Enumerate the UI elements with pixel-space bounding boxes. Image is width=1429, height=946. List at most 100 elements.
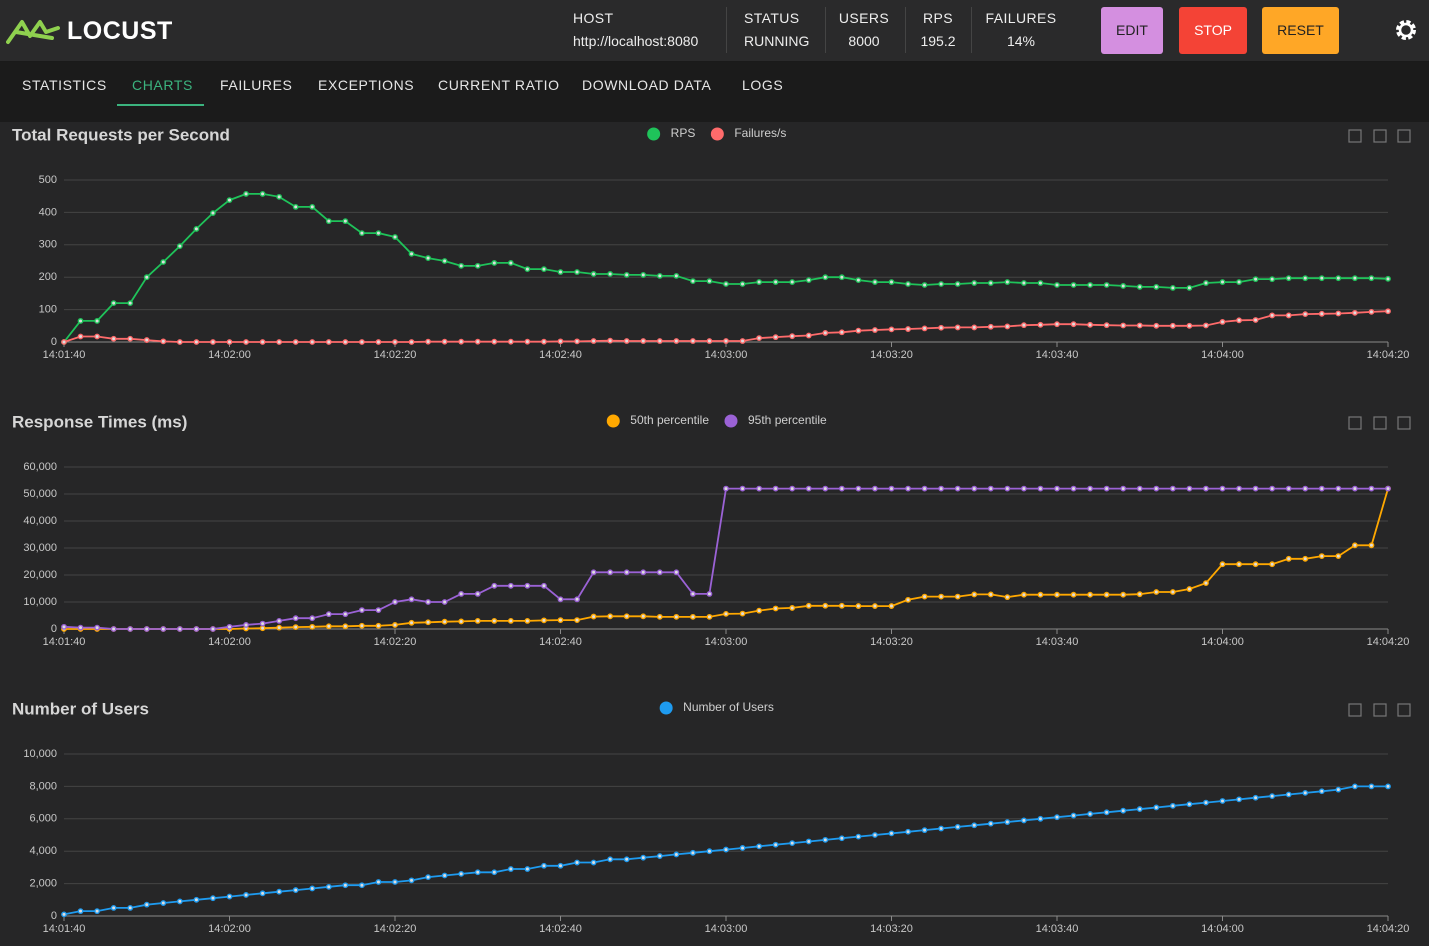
- data-point: [673, 273, 680, 279]
- data-point: [838, 835, 845, 842]
- data-point: [1219, 798, 1226, 804]
- data-point: [590, 859, 597, 866]
- data-point: [607, 271, 614, 277]
- data-point: [557, 862, 564, 869]
- data-point: [590, 569, 597, 576]
- data-point: [1087, 811, 1094, 817]
- data-point: [243, 339, 249, 345]
- toolbox-icon[interactable]: [1373, 416, 1387, 430]
- settings-icon[interactable]: [1393, 17, 1419, 43]
- x-tick-label: 14:02:00: [208, 636, 251, 648]
- data-point: [1318, 788, 1325, 795]
- data-point: [1153, 485, 1160, 492]
- x-tick-label: 14:04:20: [1367, 923, 1410, 935]
- x-tick-label: 14:04:00: [1201, 923, 1244, 935]
- data-point: [1037, 815, 1044, 822]
- stat: RPS 195.2: [913, 10, 963, 49]
- data-point: [805, 485, 812, 492]
- toolbox-icon[interactable]: [1397, 703, 1411, 717]
- data-point: [110, 335, 117, 342]
- data-point: [342, 218, 349, 225]
- tab[interactable]: EXCEPTIONS: [318, 77, 415, 93]
- toolbox-icon[interactable]: [1348, 129, 1362, 143]
- tab[interactable]: FAILURES: [220, 77, 293, 93]
- data-point: [1136, 284, 1143, 290]
- y-tick-label: 6,000: [29, 813, 57, 825]
- data-point: [342, 339, 349, 345]
- data-point: [971, 822, 978, 829]
- reset-button[interactable]: RESET: [1262, 7, 1339, 54]
- data-point: [94, 318, 101, 324]
- data-point: [673, 569, 680, 576]
- data-point: [1302, 485, 1309, 492]
- data-point: [1103, 282, 1110, 288]
- data-point: [772, 334, 779, 341]
- data-point: [1269, 561, 1276, 568]
- data-point: [756, 843, 762, 850]
- data-point: [640, 272, 647, 278]
- stop-button[interactable]: STOP: [1179, 7, 1247, 54]
- data-point: [1368, 783, 1375, 790]
- data-point: [987, 280, 994, 286]
- data-point: [739, 845, 746, 851]
- data-point: [292, 203, 299, 210]
- toolbox-icon[interactable]: [1373, 703, 1387, 717]
- toolbox-icon[interactable]: [1397, 129, 1411, 143]
- data-point: [706, 278, 713, 284]
- series-line: [63, 193, 1389, 343]
- tab[interactable]: CURRENT RATIO: [438, 77, 560, 93]
- stat-label: STATUS: [744, 10, 800, 26]
- tab[interactable]: LOGS: [742, 77, 784, 93]
- data-point: [872, 832, 878, 838]
- data-point: [623, 272, 630, 278]
- data-point: [441, 872, 448, 879]
- tab[interactable]: STATISTICS: [22, 77, 107, 93]
- data-point: [1285, 275, 1292, 282]
- tab[interactable]: DOWNLOAD DATA: [582, 77, 712, 93]
- data-point: [243, 191, 249, 197]
- data-point: [971, 324, 978, 331]
- data-point: [1120, 283, 1127, 289]
- data-point: [375, 879, 382, 885]
- data-point: [1252, 317, 1259, 323]
- data-point: [458, 262, 465, 269]
- data-point: [491, 617, 498, 624]
- data-point: [838, 329, 845, 336]
- data-point: [110, 300, 117, 307]
- legend-marker: [647, 127, 661, 141]
- data-point: [690, 590, 696, 597]
- data-point: [838, 274, 845, 281]
- data-point: [541, 338, 547, 345]
- legend-marker: [606, 414, 620, 428]
- data-point: [706, 590, 713, 597]
- toolbox-icon[interactable]: [1373, 129, 1387, 143]
- data-point: [127, 335, 134, 342]
- toolbox-icon[interactable]: [1397, 416, 1411, 430]
- data-point: [392, 339, 398, 345]
- toolbox-icon[interactable]: [1348, 416, 1362, 430]
- data-point: [325, 883, 332, 890]
- data-point: [1087, 485, 1094, 492]
- divider: [726, 7, 727, 53]
- data-point: [1352, 783, 1358, 790]
- data-point: [259, 339, 266, 345]
- data-point: [408, 250, 415, 257]
- data-point: [210, 626, 216, 632]
- edit-button[interactable]: EDIT: [1101, 7, 1163, 54]
- data-point: [1120, 807, 1127, 814]
- data-point: [690, 849, 696, 856]
- data-point: [855, 327, 862, 334]
- data-point: [987, 591, 994, 598]
- data-point: [723, 338, 729, 344]
- data-point: [1120, 322, 1127, 329]
- toolbox-icon[interactable]: [1348, 703, 1362, 717]
- tab[interactable]: CHARTS: [132, 77, 193, 93]
- data-point: [557, 596, 564, 603]
- data-point: [1203, 322, 1209, 329]
- data-point: [342, 623, 349, 630]
- data-point: [259, 191, 266, 197]
- data-point: [1252, 561, 1259, 568]
- data-point: [524, 582, 531, 589]
- data-point: [474, 590, 481, 597]
- data-point: [375, 230, 382, 237]
